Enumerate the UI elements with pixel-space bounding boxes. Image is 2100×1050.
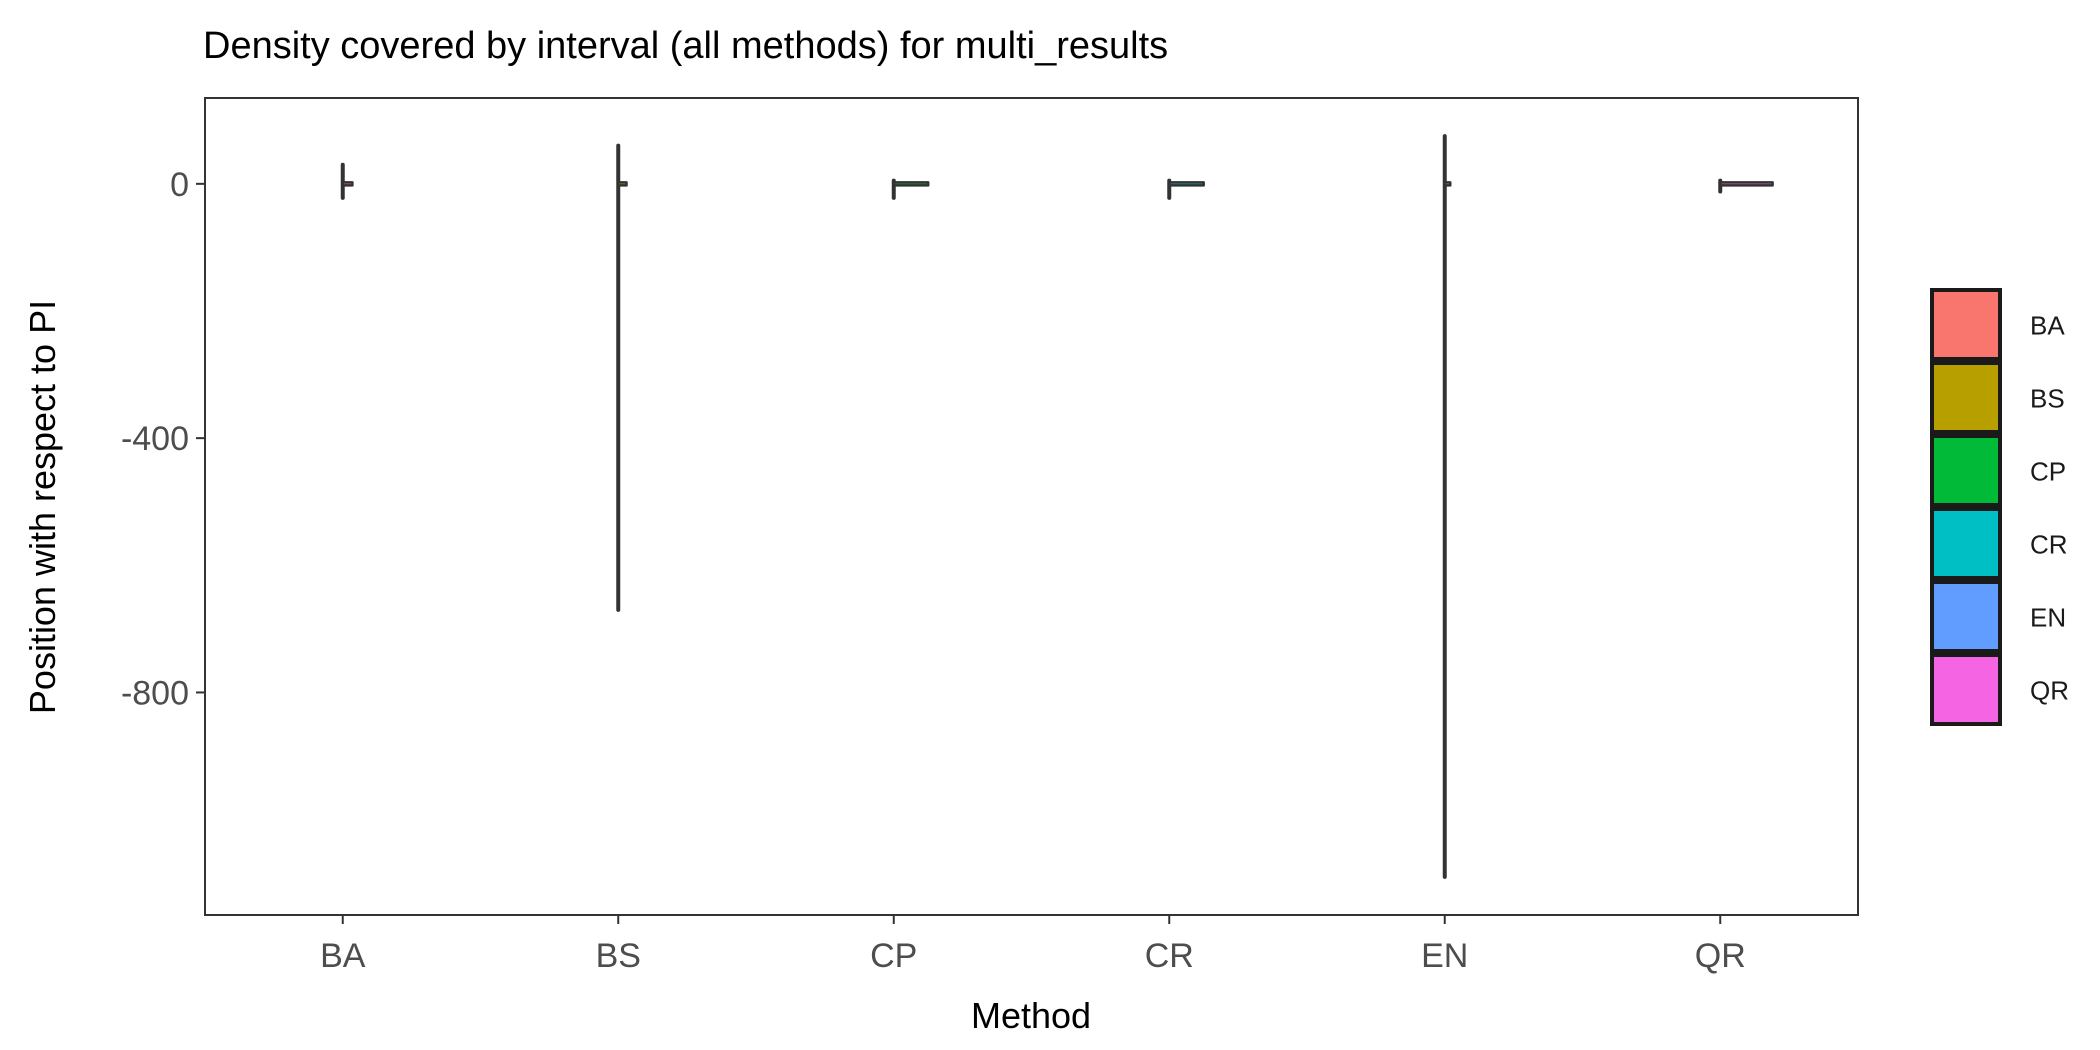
y-tick-label: -400 bbox=[121, 420, 189, 458]
violin-density bbox=[892, 181, 930, 187]
legend-item: CP bbox=[1930, 434, 2066, 507]
legend-label: CP bbox=[2030, 457, 2066, 487]
violins bbox=[340, 134, 1774, 879]
legend-key-swatch bbox=[1930, 361, 2002, 434]
x-axis: BA BS CP CR EN QR bbox=[320, 915, 1746, 975]
chart-title: Density covered by interval (all methods… bbox=[203, 25, 1168, 67]
violin-ba bbox=[340, 162, 354, 200]
legend-label: EN bbox=[2030, 603, 2066, 633]
x-tick-label: CR bbox=[1145, 937, 1194, 975]
violin-cr bbox=[1167, 178, 1205, 200]
legend-label: CR bbox=[2030, 530, 2068, 560]
legend: BA BS CP CR EN QR bbox=[1930, 288, 2069, 726]
x-tick-label: CP bbox=[870, 937, 917, 975]
x-tick-label: BA bbox=[320, 937, 366, 975]
x-axis-title: Method bbox=[971, 995, 1091, 1036]
plot-panel bbox=[204, 97, 1859, 916]
violin-density bbox=[1443, 181, 1452, 187]
legend-item: CR bbox=[1930, 507, 2068, 580]
legend-key-swatch bbox=[1930, 653, 2002, 726]
violin-density bbox=[1719, 181, 1774, 187]
violin-density bbox=[341, 181, 354, 187]
y-axis: 0 -400 -800 bbox=[121, 166, 205, 712]
legend-item: EN bbox=[1930, 580, 2066, 653]
violin-bs bbox=[616, 143, 628, 612]
y-tick-label: -800 bbox=[121, 674, 189, 712]
legend-key-swatch bbox=[1930, 507, 2002, 580]
legend-label: BS bbox=[2030, 384, 2065, 414]
violin-density bbox=[617, 181, 628, 187]
legend-key-swatch bbox=[1930, 288, 2002, 361]
legend-key-swatch bbox=[1930, 434, 2002, 507]
y-tick-label: 0 bbox=[170, 166, 189, 204]
legend-item: BS bbox=[1930, 361, 2065, 434]
y-axis-title: Position with respect to PI bbox=[22, 300, 63, 714]
x-tick-label: EN bbox=[1421, 937, 1468, 975]
x-tick-label: BS bbox=[596, 937, 641, 975]
legend-item: BA bbox=[1930, 288, 2065, 361]
x-tick-label: QR bbox=[1695, 937, 1746, 975]
legend-label: QR bbox=[2030, 676, 2069, 706]
violin-en bbox=[1442, 134, 1452, 879]
violin-density bbox=[1168, 181, 1205, 187]
violin-cp bbox=[891, 178, 930, 200]
violin-qr bbox=[1718, 178, 1774, 194]
legend-key-swatch bbox=[1930, 580, 2002, 653]
legend-item: QR bbox=[1930, 653, 2069, 726]
legend-label: BA bbox=[2030, 311, 2065, 341]
